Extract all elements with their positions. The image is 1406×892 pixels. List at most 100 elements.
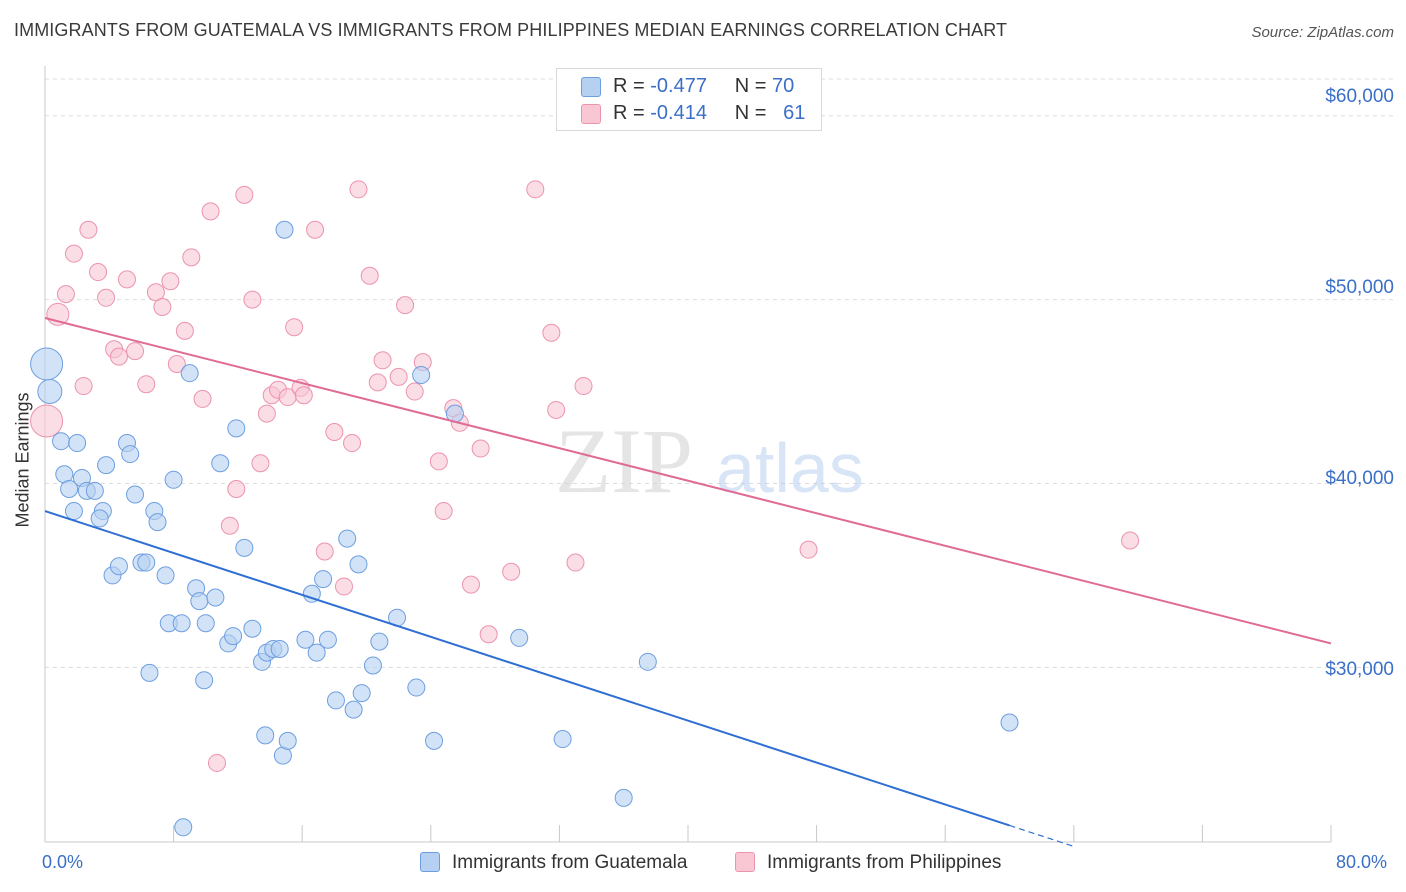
guatemala-point	[137, 553, 156, 572]
guatemala-point	[164, 470, 183, 489]
guatemala-point	[553, 730, 572, 749]
axes	[44, 66, 1332, 843]
stats-legend: R = -0.477 N = 70 R = -0.414 N = 61	[556, 68, 822, 131]
philippines-points	[30, 180, 1140, 772]
watermark-zip: ZIP	[555, 410, 693, 512]
philippines-point	[325, 423, 344, 442]
guatemala-point	[140, 663, 159, 682]
philippines-point	[542, 323, 561, 342]
philippines-point	[349, 180, 368, 199]
series-legend: Immigrants from Guatemala Immigrants fro…	[0, 850, 1406, 880]
guatemala-trend-extension	[1009, 824, 1074, 847]
guatemala-point	[121, 445, 140, 464]
legend-r-label: R =	[613, 75, 645, 97]
philippines-point	[502, 562, 521, 581]
x-axis-max-label: 80.0%	[1336, 852, 1388, 872]
philippines-point	[193, 389, 212, 408]
legend-label-guatemala: Immigrants from Guatemala	[452, 852, 688, 873]
philippines-point	[405, 382, 424, 401]
philippines-point	[343, 434, 362, 453]
philippines-point	[208, 753, 227, 772]
legend-swatch-guatemala	[420, 852, 440, 872]
philippines-point	[74, 377, 93, 396]
philippines-point	[182, 248, 201, 267]
philippines-point	[434, 502, 453, 521]
y-tick-label: $50,000	[1325, 277, 1394, 298]
guatemala-point	[1000, 713, 1019, 732]
guatemala-point	[349, 555, 368, 574]
philippines-trend-line	[44, 317, 1332, 645]
guatemala-point	[109, 557, 128, 576]
guatemala-point	[302, 584, 321, 603]
guatemala-point	[196, 614, 215, 633]
legend-n-value: 70	[772, 75, 795, 97]
philippines-point	[56, 285, 75, 304]
guatemala-point	[126, 485, 145, 504]
source-credit: Source: ZipAtlas.com	[1251, 24, 1394, 41]
philippines-point	[220, 516, 239, 535]
guatemala-point	[370, 632, 389, 651]
trend-lines	[44, 317, 1332, 847]
philippines-point	[526, 180, 545, 199]
y-tick-label: $40,000	[1325, 468, 1394, 489]
guatemala-point	[37, 379, 63, 405]
philippines-point	[161, 272, 180, 291]
guatemala-point	[412, 366, 431, 385]
guatemala-point	[68, 434, 87, 453]
philippines-point	[257, 404, 276, 423]
guatemala-point	[190, 592, 209, 611]
legend-swatch-philippines	[581, 104, 601, 124]
legend-n-label: N =	[734, 75, 767, 97]
guatemala-point	[180, 364, 199, 383]
guatemala-point	[326, 691, 345, 710]
watermark: ZIP atlas	[555, 410, 864, 512]
guatemala-point	[407, 678, 426, 697]
legend-r-label: R =	[613, 102, 645, 124]
philippines-point	[429, 452, 448, 471]
philippines-point	[566, 553, 585, 572]
philippines-point	[396, 296, 415, 315]
x-axis-min-label: 0.0%	[42, 852, 84, 872]
philippines-point	[574, 377, 593, 396]
philippines-point	[126, 342, 145, 361]
philippines-point	[251, 454, 270, 473]
guatemala-point	[352, 684, 371, 703]
legend-swatch-philippines	[735, 852, 755, 872]
philippines-point	[360, 266, 379, 285]
grid-lines	[45, 78, 1393, 668]
philippines-point	[79, 220, 98, 239]
guatemala-point	[278, 731, 297, 750]
philippines-point	[89, 263, 108, 282]
philippines-point	[334, 577, 353, 596]
guatemala-point	[206, 588, 225, 607]
guatemala-point	[174, 818, 193, 837]
philippines-point	[315, 542, 334, 561]
philippines-point	[137, 375, 156, 394]
philippines-point	[117, 270, 136, 289]
legend-n-value: 61	[783, 102, 806, 124]
guatemala-point	[638, 652, 657, 671]
guatemala-point	[52, 432, 71, 451]
philippines-point	[167, 354, 186, 373]
philippines-point	[227, 479, 246, 498]
philippines-point	[153, 297, 172, 316]
guatemala-point	[318, 630, 337, 649]
guatemala-point	[270, 639, 289, 658]
y-tick-label: $60,000	[1325, 86, 1394, 107]
guatemala-point	[156, 566, 175, 585]
philippines-point	[368, 373, 387, 392]
guatemala-point	[314, 570, 333, 589]
philippines-point	[64, 244, 83, 263]
guatemala-point	[243, 619, 262, 638]
philippines-point	[306, 220, 325, 239]
philippines-point	[285, 318, 304, 337]
legend-r-value: -0.477	[650, 75, 707, 97]
legend-label-philippines: Immigrants from Philippines	[767, 852, 1002, 873]
philippines-point	[1121, 531, 1140, 550]
legend-n-label: N =	[734, 102, 767, 124]
philippines-point	[479, 625, 498, 644]
guatemala-point	[224, 627, 243, 646]
philippines-point	[30, 404, 64, 438]
guatemala-point	[256, 726, 275, 745]
guatemala-point	[64, 502, 83, 521]
